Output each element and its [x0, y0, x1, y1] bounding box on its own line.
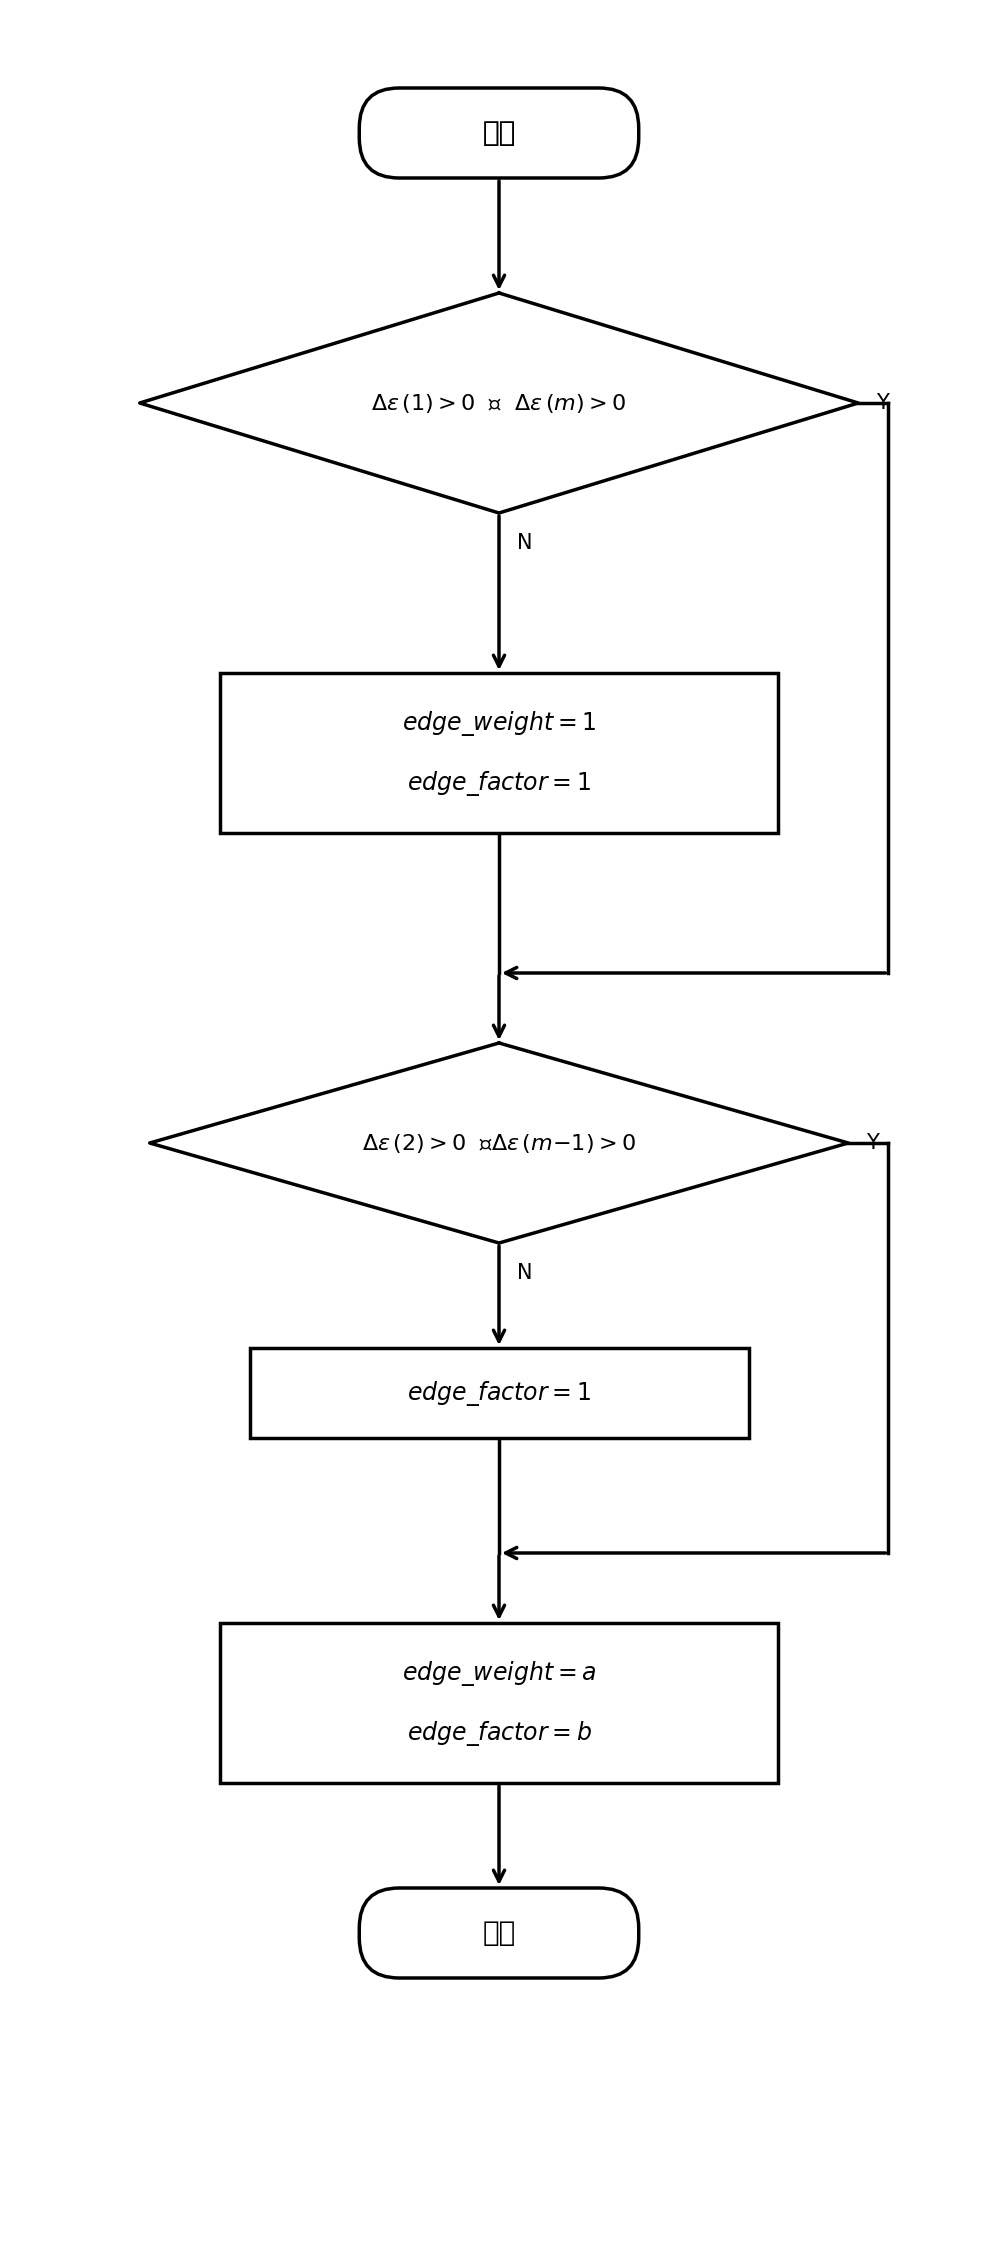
FancyBboxPatch shape: [359, 1888, 639, 1978]
FancyBboxPatch shape: [359, 88, 639, 178]
Text: $\Delta\varepsilon\/(2)>0$  且$\Delta\varepsilon\/(m{-}1)>0$: $\Delta\varepsilon\/(2)>0$ 且$\Delta\vare…: [362, 1131, 636, 1154]
Text: $\mathit{edge\_factor}=1$: $\mathit{edge\_factor}=1$: [407, 1379, 591, 1408]
Text: Y: Y: [876, 392, 889, 412]
Text: $\mathit{edge\_factor}=1$: $\mathit{edge\_factor}=1$: [407, 768, 591, 798]
Bar: [220, 1622, 778, 1782]
Text: N: N: [517, 534, 533, 552]
Text: $\mathit{edge\_weight}=1$: $\mathit{edge\_weight}=1$: [402, 707, 596, 737]
Text: 结束: 结束: [482, 1920, 516, 1947]
Bar: [250, 1347, 748, 1437]
Text: N: N: [517, 1264, 533, 1282]
Text: Y: Y: [866, 1133, 879, 1154]
Text: 开始: 开始: [482, 119, 516, 146]
Text: $\Delta\varepsilon\/(1)>0$  且  $\Delta\varepsilon\/(m)>0$: $\Delta\varepsilon\/(1)>0$ 且 $\Delta\var…: [371, 392, 627, 415]
Text: $\mathit{edge\_factor}=b$: $\mathit{edge\_factor}=b$: [406, 1719, 592, 1748]
Polygon shape: [150, 1043, 848, 1244]
Polygon shape: [140, 293, 858, 514]
Text: 开始: 开始: [482, 119, 516, 146]
Bar: [220, 674, 778, 834]
Text: $\mathit{edge\_weight}=a$: $\mathit{edge\_weight}=a$: [402, 1658, 596, 1687]
